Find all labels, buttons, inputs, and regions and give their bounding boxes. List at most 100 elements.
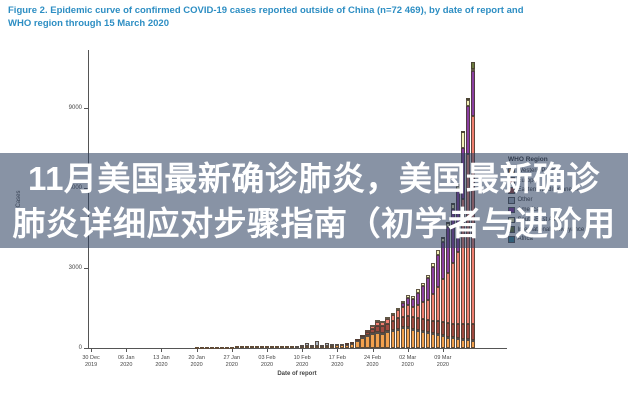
bar-segment: [395, 318, 400, 329]
bar-segment: [445, 336, 450, 339]
bar-segment: [365, 334, 370, 337]
x-axis-line: [88, 348, 507, 349]
bar-segment: [460, 132, 466, 149]
bar-segment: [305, 342, 310, 347]
bar-segment: [420, 318, 425, 332]
bar-segment: [385, 323, 390, 332]
bar-segment: [325, 345, 330, 348]
bar-segment: [380, 321, 385, 324]
bar-segment: [405, 304, 410, 316]
bar-segment: [249, 346, 254, 349]
bar-segment: [239, 346, 244, 349]
bar-segment: [355, 338, 360, 341]
bar-segment: [430, 293, 435, 321]
bar-segment: [405, 315, 410, 327]
bar-segment: [435, 334, 440, 337]
bar-segment: [365, 335, 370, 348]
bar-segment: [465, 98, 471, 101]
bar-segment: [199, 347, 204, 350]
bar-segment: [470, 70, 476, 117]
banner-text-line2: 肺炎详细应对步骤指南（初学者与进阶用: [12, 204, 616, 242]
bar-segment: [395, 329, 400, 348]
bar-segment: [405, 326, 410, 329]
bar-segment: [279, 346, 285, 349]
bar-segment: [360, 334, 365, 338]
x-tick-label: 27 Jan 2020: [223, 355, 241, 368]
x-tick-mark: [407, 349, 409, 352]
bar-segment: [350, 342, 355, 345]
bar-segment: [405, 327, 410, 348]
y-tick-mark: [84, 348, 88, 349]
bar-segment: [274, 345, 280, 348]
x-tick-label: 03 Feb 2020: [258, 355, 276, 368]
bar-segment: [410, 298, 415, 307]
bar-segment: [405, 297, 410, 305]
bar-segment: [430, 267, 435, 294]
bar-segment: [400, 327, 405, 330]
bar-segment: [465, 105, 471, 154]
x-tick-mark: [302, 349, 304, 352]
bar-segment: [290, 345, 295, 348]
bar-segment: [330, 344, 335, 346]
bar-segment: [345, 343, 350, 346]
bar-segment: [410, 317, 415, 329]
bar-segment: [465, 340, 471, 348]
bar-segment: [390, 312, 395, 315]
bar-segment: [300, 345, 305, 348]
bar-segment: [445, 323, 450, 337]
x-tick-mark: [442, 349, 444, 352]
bar-segment: [450, 324, 455, 338]
bar-segment: [380, 332, 385, 335]
bar-segment: [385, 318, 390, 324]
bar-segment: [420, 332, 425, 348]
bar-segment: [335, 344, 340, 346]
bar-segment: [420, 282, 425, 287]
bar-segment: [460, 324, 466, 339]
bar-segment: [435, 286, 440, 322]
bar-segment: [465, 339, 471, 342]
bar-segment: [204, 347, 209, 350]
x-tick-mark: [337, 349, 339, 352]
x-tick-label: 06 Jan 2020: [118, 355, 135, 368]
figure-title: Figure 2. Epidemic curve of confirmed CO…: [8, 5, 622, 30]
x-tick-mark: [231, 349, 233, 352]
bar-segment: [415, 289, 420, 293]
bar-segment: [410, 306, 415, 318]
x-tick-label: 17 Feb 2020: [328, 355, 346, 368]
bar-segment: [450, 338, 455, 348]
bar-segment: [415, 292, 420, 305]
bar-segment: [385, 317, 390, 320]
bar-segment: [470, 324, 476, 340]
bar-segment: [375, 320, 380, 323]
bar-segment: [395, 307, 400, 310]
bar-segment: [445, 272, 450, 324]
x-tick-mark: [161, 349, 163, 352]
bar-segment: [415, 329, 420, 332]
y-tick-label: 0: [78, 345, 82, 351]
bar-segment: [395, 328, 400, 331]
x-tick-label: 13 Jan 2020: [153, 355, 170, 368]
bar-segment: [360, 337, 365, 340]
bar-segment: [430, 333, 435, 336]
bar-segment: [229, 346, 234, 349]
bar-segment: [400, 303, 405, 308]
bar-segment: [385, 332, 390, 348]
bar-segment: [430, 263, 435, 268]
bar-segment: [400, 301, 405, 304]
bar-segment: [445, 337, 450, 348]
bar-segment: [415, 317, 420, 330]
bar-segment: [370, 325, 375, 328]
bar-segment: [390, 321, 395, 330]
bar-segment: [370, 333, 375, 336]
bar-segment: [410, 328, 415, 331]
x-tick-label: 02 Mar 2020: [399, 355, 417, 368]
bar-segment: [365, 330, 370, 333]
bar-segment: [269, 345, 275, 348]
bar-segment: [435, 321, 440, 335]
bar-segment: [390, 330, 395, 348]
bar-segment: [340, 344, 345, 346]
bar-segment: [385, 331, 390, 334]
bar-segment: [325, 343, 330, 346]
bar-segment: [390, 329, 395, 332]
